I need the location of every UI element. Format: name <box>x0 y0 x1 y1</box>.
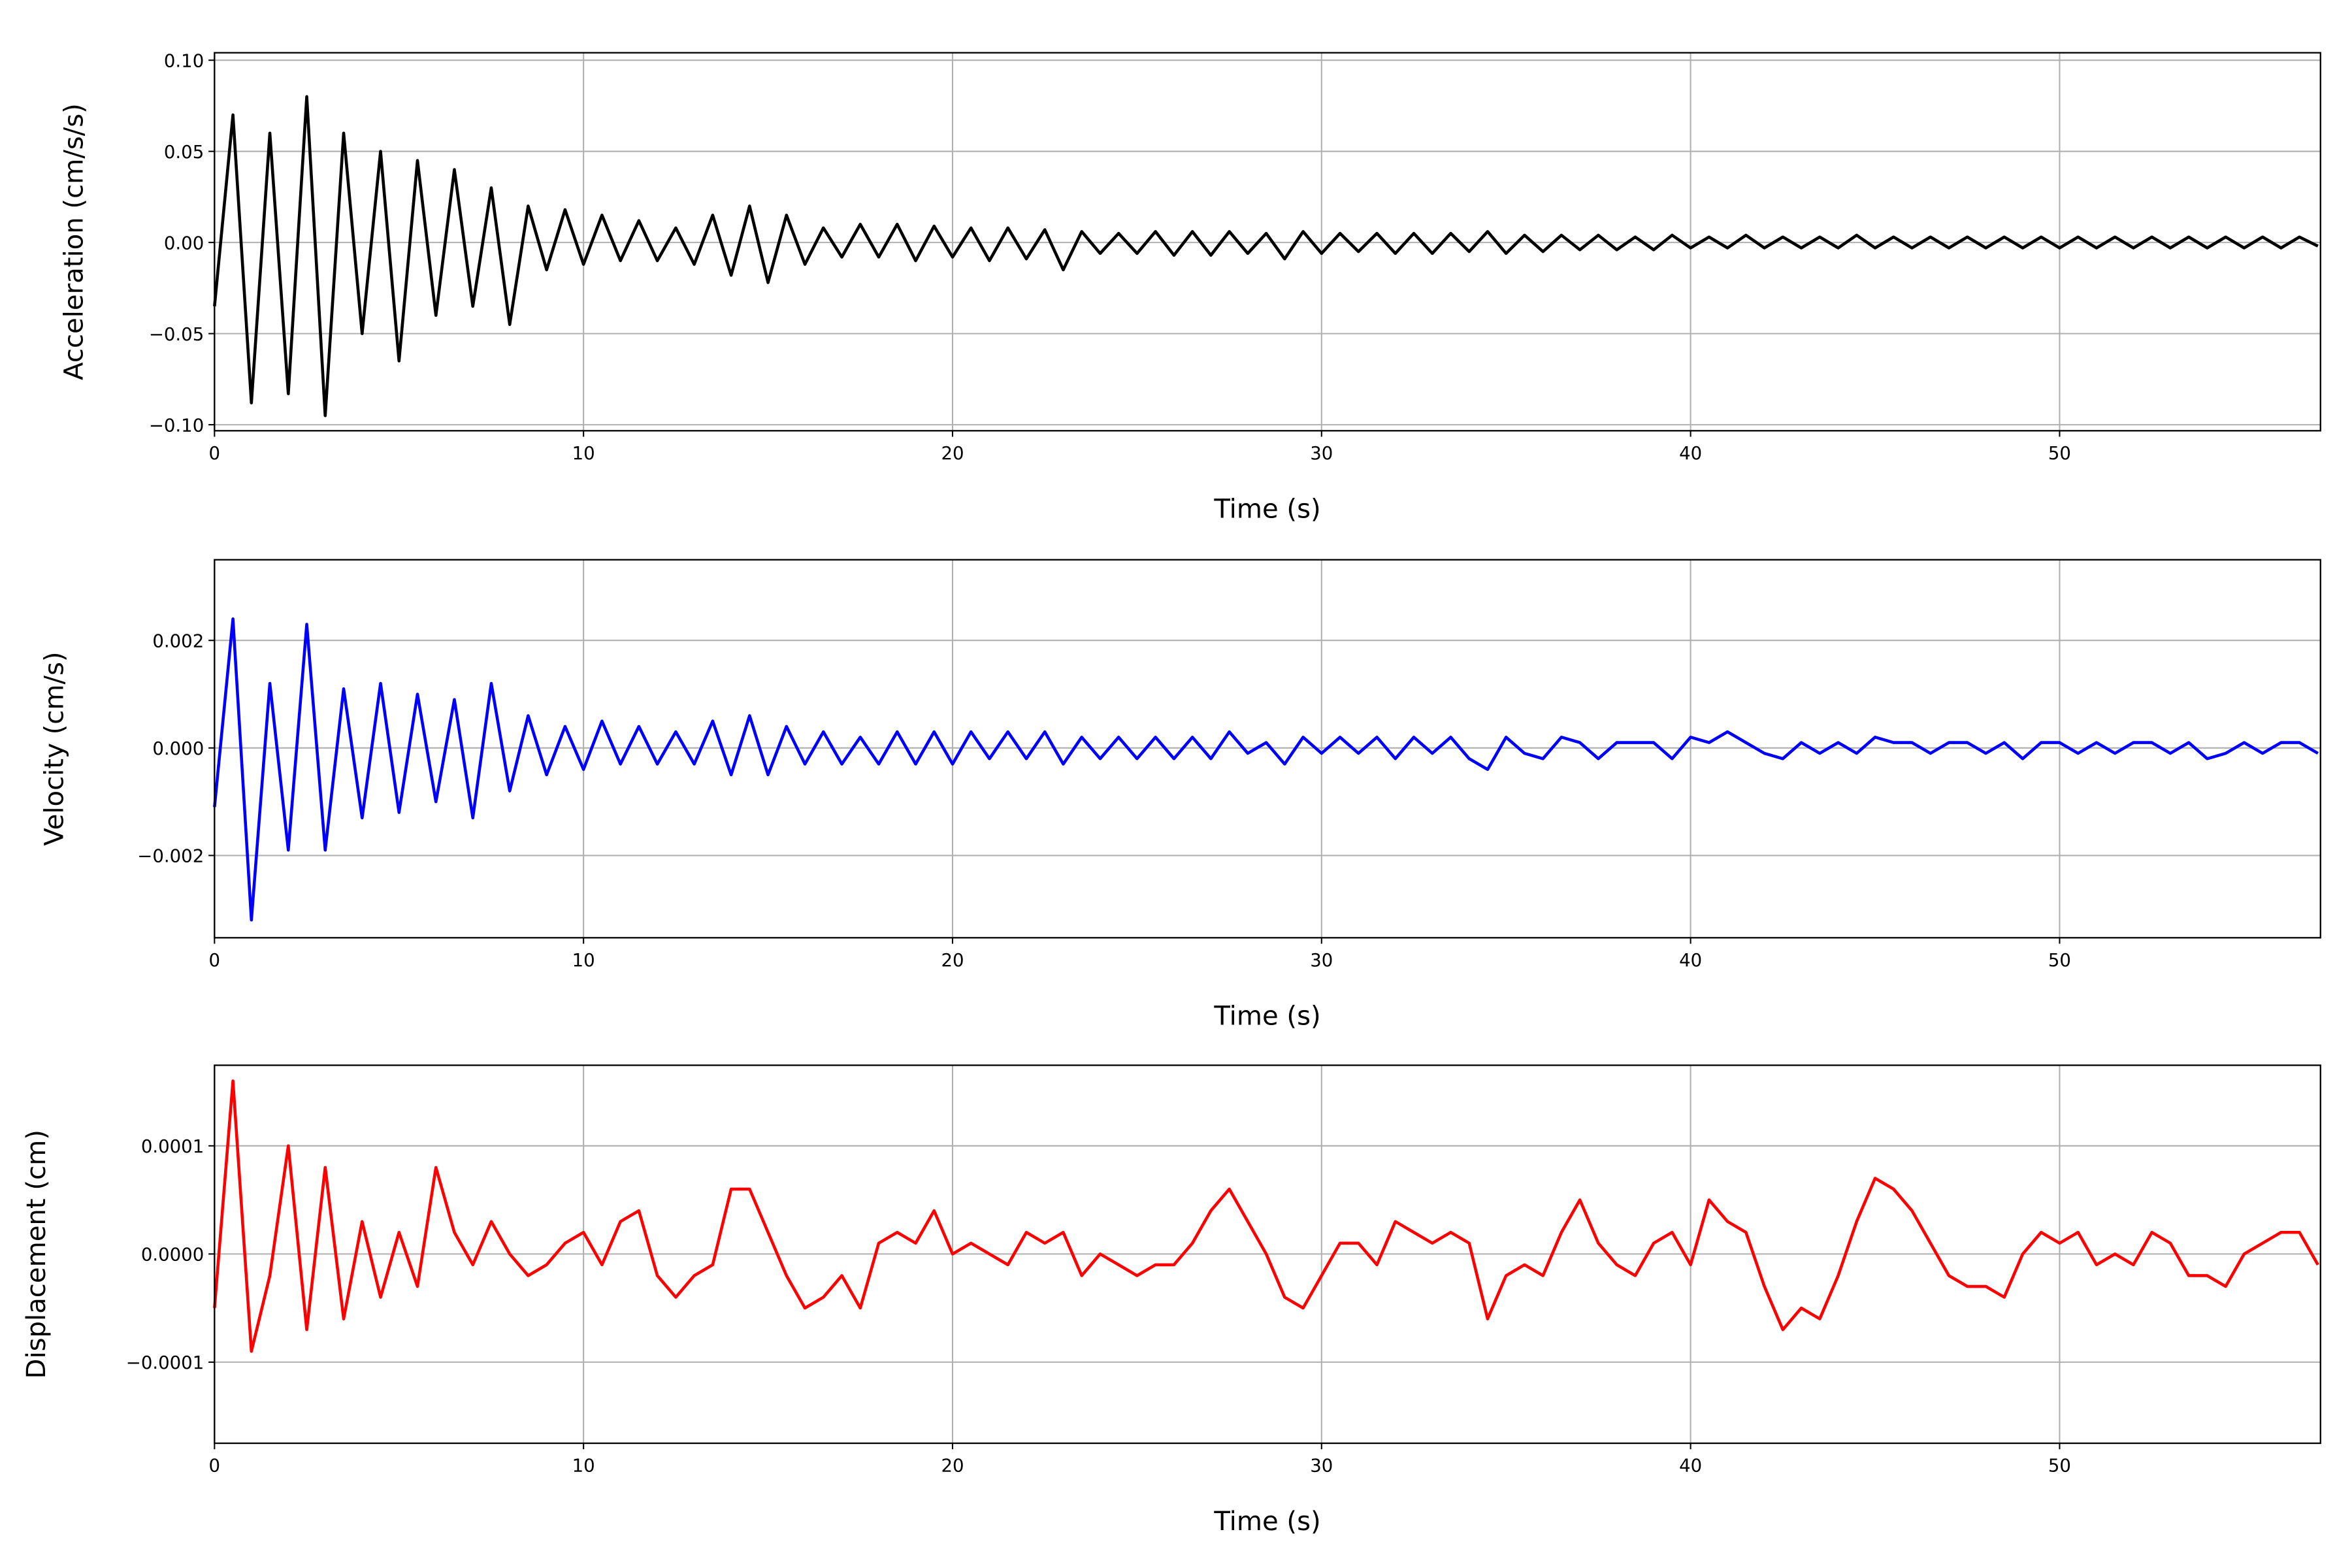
plot-area <box>214 52 2321 431</box>
x-tick-label: 30 <box>1310 950 1333 971</box>
y-tick-label: 0.000 <box>152 738 204 759</box>
y-tick-label: 0.05 <box>164 142 204 163</box>
x-tick-label: 30 <box>1310 443 1333 464</box>
y-tick-label: 0.002 <box>152 631 204 652</box>
x-tick-label: 0 <box>209 443 221 464</box>
y-tick-label: −0.0001 <box>126 1352 204 1373</box>
x-tick-label: 0 <box>209 950 221 971</box>
x-tick-label: 20 <box>941 950 964 971</box>
y-tick-label: −0.002 <box>137 846 204 867</box>
y-tick-label: 0.0000 <box>141 1245 204 1266</box>
x-tick-label: 50 <box>2048 1456 2071 1477</box>
y-tick-label: −0.10 <box>149 415 204 436</box>
x-axis-label: Time (s) <box>1213 1507 1320 1537</box>
y-tick-label: 0.0001 <box>141 1136 204 1157</box>
x-tick-label: 10 <box>572 443 595 464</box>
y-tick-label: −0.05 <box>149 324 204 345</box>
x-tick-label: 50 <box>2048 950 2071 971</box>
plot-frame <box>214 559 2321 939</box>
y-axis-label: Acceleration (cm/s/s) <box>59 103 89 380</box>
x-tick-label: 20 <box>941 1456 964 1477</box>
data-line <box>213 617 2319 922</box>
x-tick-label: 40 <box>1679 1456 1702 1477</box>
x-tick-label: 10 <box>572 1456 595 1477</box>
x-tick-label: 30 <box>1310 1456 1333 1477</box>
y-tick-label: 0.10 <box>164 51 204 72</box>
y-axis-label: Displacement (cm) <box>22 1130 52 1379</box>
x-tick-label: 50 <box>2048 443 2071 464</box>
x-tick-label: 0 <box>209 1456 221 1477</box>
x-tick-label: 40 <box>1679 443 1702 464</box>
x-tick-label: 10 <box>572 950 595 971</box>
x-axis-label: Time (s) <box>1213 1001 1320 1031</box>
x-axis-label: Time (s) <box>1213 494 1320 524</box>
plot-frame <box>214 52 2321 432</box>
plot-frame <box>214 1064 2321 1445</box>
x-tick-label: 20 <box>941 443 964 464</box>
y-tick-label: 0.00 <box>164 233 204 253</box>
y-axis-label: Velocity (cm/s) <box>39 651 69 845</box>
data-line <box>213 95 2319 417</box>
plot-area <box>214 559 2321 938</box>
x-tick-label: 40 <box>1679 950 1702 971</box>
data-line <box>213 1079 2319 1353</box>
